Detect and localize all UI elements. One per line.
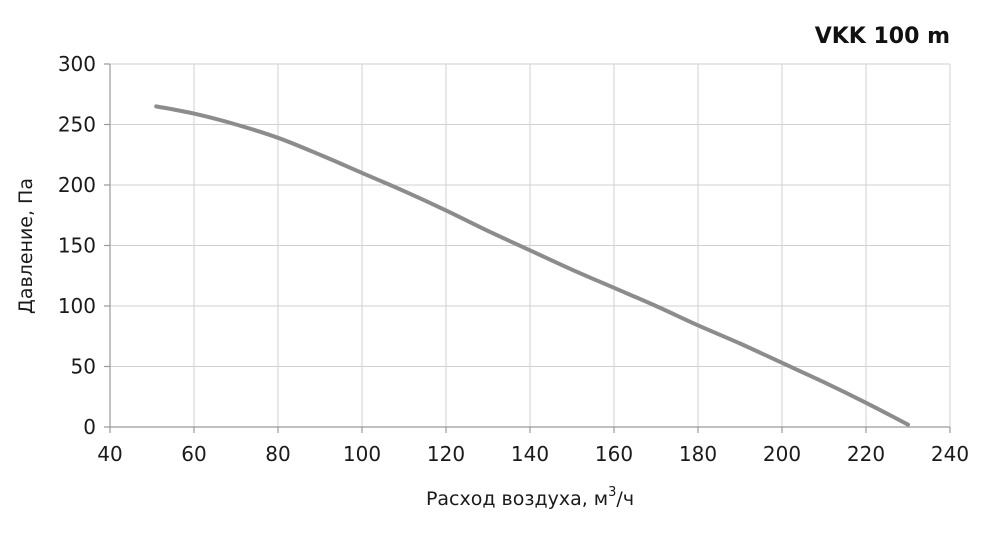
x-tick-label: 40 (97, 442, 122, 466)
x-tick-label: 140 (511, 442, 549, 466)
y-tick-label: 150 (58, 234, 96, 258)
x-tick-label: 220 (847, 442, 885, 466)
x-tick-labels: 40 60 80 100 120 140 160 180 200 220 240 (97, 442, 969, 466)
chart-title: VKK 100 m (815, 24, 950, 49)
y-tick-labels: 0 50 100 150 200 250 300 (58, 52, 96, 439)
x-axis-title: Расход воздуха, м3/ч (426, 485, 634, 510)
series-group (154, 104, 910, 427)
x-tick-label: 120 (427, 442, 465, 466)
x-tick-label: 60 (181, 442, 206, 466)
x-tick-label: 200 (763, 442, 801, 466)
y-axis-title: Давление, Па (15, 178, 37, 314)
x-axis-title-suffix: /ч (616, 488, 634, 510)
y-tick-label: 300 (58, 52, 96, 76)
y-tick-label: 50 (71, 355, 96, 379)
x-tick-label: 240 (931, 442, 969, 466)
x-axis-title-main: Расход воздуха, м (426, 488, 608, 510)
x-tick-label: 160 (595, 442, 633, 466)
x-tick-label: 80 (265, 442, 290, 466)
axes (104, 63, 951, 433)
pressure-flow-curve (154, 104, 910, 427)
y-tick-label: 250 (58, 113, 96, 137)
grid (110, 63, 951, 427)
x-tick-label: 180 (679, 442, 717, 466)
x-tick-label: 100 (343, 442, 381, 466)
y-tick-label: 200 (58, 173, 96, 197)
y-tick-label: 100 (58, 294, 96, 318)
y-tick-label: 0 (83, 415, 96, 439)
x-axis-title-superscript: 3 (608, 485, 616, 500)
